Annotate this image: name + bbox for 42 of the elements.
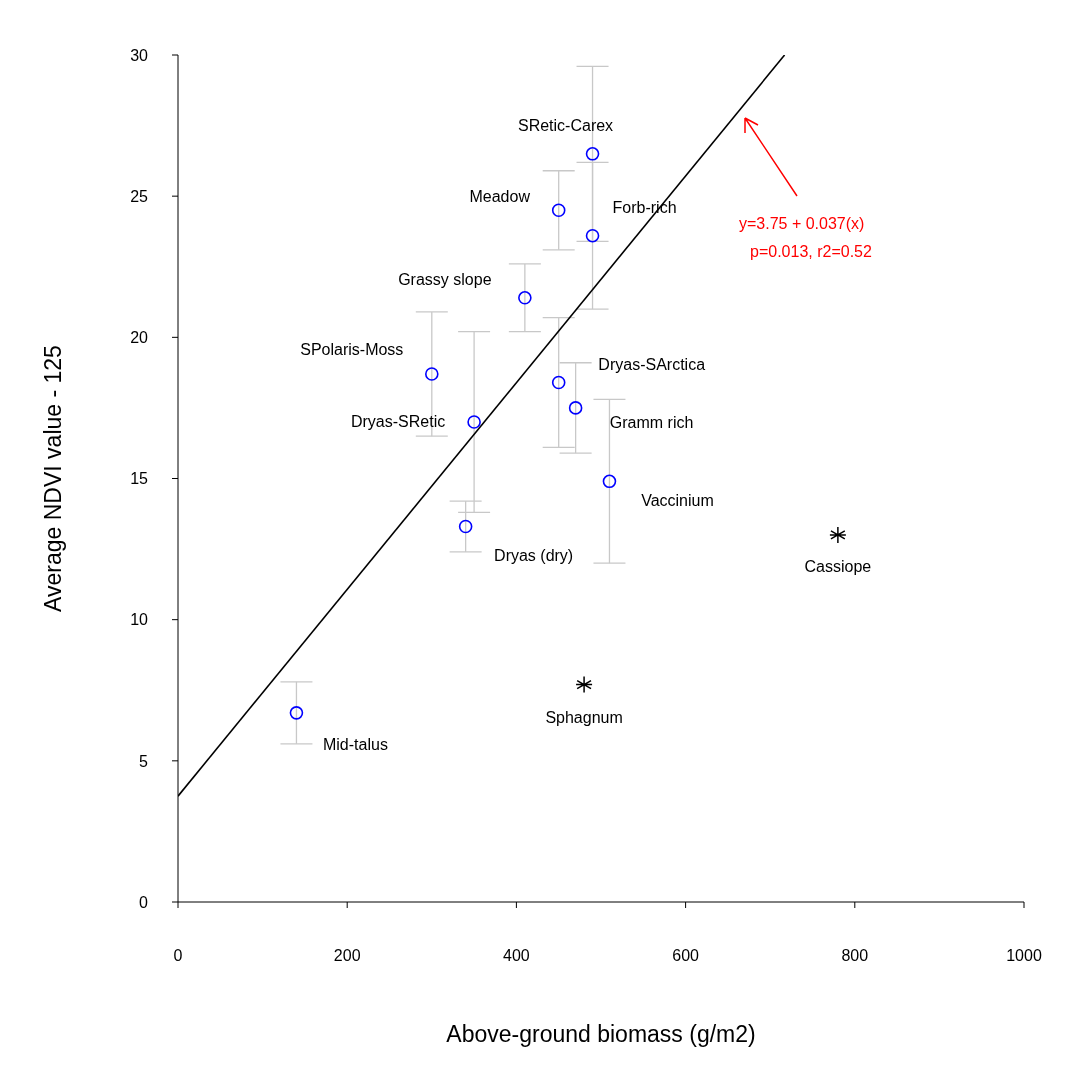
annotation: p=0.013, r2=0.52 — [750, 243, 872, 260]
point — [425, 367, 439, 381]
point — [602, 474, 617, 489]
x-tick-label: 200 — [333, 947, 361, 965]
y-tick-label: 15 — [130, 470, 149, 488]
point — [467, 415, 481, 429]
annotation: Gramm rich — [609, 413, 694, 431]
y-axis-title: Average NDVI value - 125 — [40, 345, 67, 612]
annotation: Sphagnum — [545, 708, 623, 726]
point — [551, 203, 566, 218]
point — [575, 675, 593, 694]
annotation: Cassiope — [804, 557, 872, 575]
y-tick-label: 25 — [130, 187, 149, 205]
point — [518, 291, 532, 305]
annotation: Dryas-SArctica — [598, 355, 706, 373]
annotation: Grassy slope — [398, 270, 492, 288]
x-tick-label: 600 — [672, 947, 700, 965]
x-tick-label: 800 — [841, 947, 869, 965]
annotation: Vaccinium — [641, 492, 714, 510]
point — [829, 526, 847, 544]
x-tick-label: 400 — [503, 947, 530, 965]
point — [585, 228, 600, 243]
y-tick-label: 30 — [130, 46, 149, 64]
x-tick-label: 1000 — [1006, 947, 1042, 965]
y-tick-label: 5 — [139, 752, 149, 770]
annotation: y=3.75 + 0.037(x) — [739, 215, 865, 232]
x-axis-title: Above-ground biomass (g/m2) — [446, 1021, 756, 1047]
point — [289, 706, 304, 720]
point — [568, 401, 583, 415]
point — [551, 375, 566, 390]
annotation: SRetic-Carex — [517, 116, 614, 134]
annotation: Mid-talus — [322, 735, 388, 753]
annotation: Dryas (dry) — [494, 547, 574, 565]
y-tick-label: 10 — [130, 611, 149, 629]
point — [585, 147, 600, 161]
y-tick-label: 20 — [130, 329, 149, 347]
y-tick-label: 0 — [139, 893, 149, 911]
point — [458, 519, 473, 534]
annotation: Meadow — [469, 188, 531, 206]
x-tick-label: 0 — [173, 947, 183, 965]
annotation: Dryas-SRetic — [350, 413, 446, 431]
annotation: SPolaris-Moss — [300, 341, 404, 359]
